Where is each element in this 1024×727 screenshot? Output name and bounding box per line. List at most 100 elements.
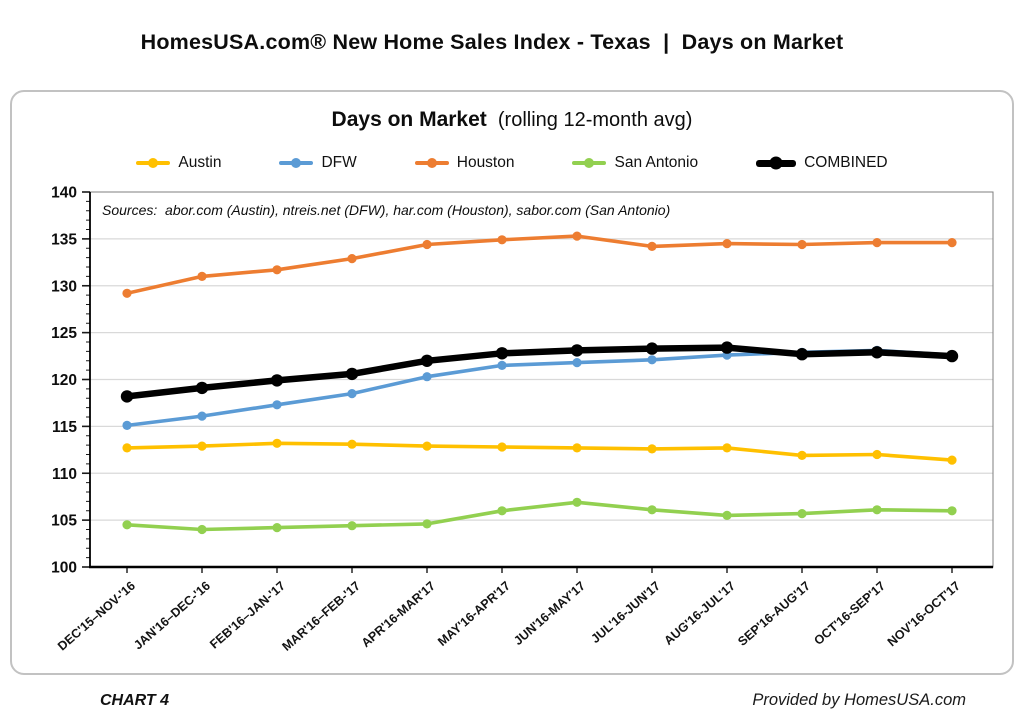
page-title: HomesUSA.com® New Home Sales Index - Tex… [140, 30, 844, 54]
data-point-dfw [422, 372, 432, 382]
chart-title-main: Days on Market [331, 108, 487, 131]
data-point-austin [497, 442, 507, 452]
days-on-market-line-chart: 100 105 110 115 120 125 130 135 140 DEC'15–NOV-'1… [51, 185, 994, 654]
data-point-dfw [347, 389, 357, 399]
x-tick-label: SEP'16-AUG'17 [735, 579, 813, 649]
y-tick-label: 110 [52, 466, 77, 483]
data-point-san-antonio [272, 523, 282, 533]
data-point-combined [270, 374, 284, 387]
data-point-houston [872, 238, 882, 248]
data-point-houston [722, 239, 732, 249]
series-austin [122, 438, 957, 465]
data-point-san-antonio [647, 505, 657, 515]
legend-marker-austin [136, 158, 171, 168]
data-point-houston [422, 239, 432, 250]
data-point-austin [197, 441, 207, 451]
data-point-austin [572, 443, 582, 453]
chart-legend: Austin DFW Houston San Antonio COMBINED [12, 154, 1012, 172]
series-combined [120, 341, 959, 403]
sources-note: Sources: abor.com (Austin), ntreis.net (… [102, 202, 670, 218]
data-point-combined [420, 354, 434, 367]
data-point-combined [495, 347, 509, 360]
data-point-austin [122, 443, 132, 453]
legend-marker-dot-san-antonio [584, 158, 595, 168]
series-houston [122, 231, 957, 298]
data-point-houston [272, 265, 282, 275]
data-point-austin [347, 439, 357, 449]
data-point-combined [720, 341, 734, 354]
y-tick-label: 115 [52, 419, 77, 436]
data-point-dfw [572, 358, 582, 368]
x-tick-label: FEB'16–JAN-'17 [207, 579, 288, 652]
data-point-austin [797, 450, 807, 460]
x-tick-label: JAN'16–DEC-'16 [131, 579, 213, 653]
legend-label-combined: COMBINED [804, 154, 888, 171]
data-point-austin [722, 443, 732, 453]
data-point-san-antonio [122, 520, 132, 530]
data-point-san-antonio [722, 510, 732, 520]
data-point-dfw [497, 360, 507, 370]
data-point-austin [872, 449, 882, 460]
data-point-houston [347, 254, 357, 264]
chart-title: Days on Market (rolling 12-month avg) [12, 108, 1012, 132]
data-point-dfw [197, 411, 207, 421]
data-point-combined [120, 390, 134, 403]
legend-label-houston: Houston [456, 154, 515, 171]
data-point-combined [870, 346, 884, 359]
series-dfw [122, 345, 957, 430]
data-point-combined [645, 342, 659, 355]
data-point-houston [497, 235, 507, 245]
chart-card: Days on Market (rolling 12-month avg) Au… [10, 90, 1014, 675]
legend-marker-dot-combined [769, 156, 783, 170]
legend-item-houston[interactable]: Houston [414, 154, 515, 172]
y-tick-label: 135 [51, 231, 77, 248]
data-point-dfw [647, 355, 657, 365]
x-tick-label: MAR'16–FEB-'17 [280, 579, 363, 654]
x-tick-label: NOV'16-OCT'17 [885, 579, 963, 650]
x-tick-label: JUL'16-JUN'17 [588, 579, 663, 646]
legend-item-dfw[interactable]: DFW [279, 154, 357, 172]
data-point-san-antonio [497, 506, 507, 516]
chart-number-label: CHART 4 [100, 692, 170, 709]
y-tick-label: 100 [51, 560, 77, 577]
y-tick-label: 120 [51, 372, 77, 389]
legend-label-dfw: DFW [321, 154, 357, 171]
data-point-san-antonio [572, 497, 582, 507]
data-point-combined [345, 367, 359, 381]
series-san-antonio [122, 497, 957, 535]
x-tick-label: JUN'16-MAY'17 [511, 579, 588, 648]
data-point-austin [647, 444, 657, 454]
legend-label-san-antonio: San Antonio [614, 154, 699, 171]
legend-marker-houston [414, 158, 449, 168]
legend-item-austin[interactable]: Austin [136, 154, 221, 172]
legend-marker-combined [756, 156, 797, 170]
legend-label-austin: Austin [178, 154, 222, 171]
data-point-austin [422, 441, 432, 451]
data-point-combined [945, 349, 959, 363]
legend-item-san-antonio[interactable]: San Antonio [572, 154, 698, 172]
x-axis: DEC'15–NOV-'16JAN'16–DEC-'16FEB'16–JAN-'… [55, 567, 963, 654]
data-point-austin [272, 438, 282, 448]
x-tick-label: MAY'16-APR'17 [435, 579, 513, 649]
y-tick-label: 140 [51, 185, 77, 202]
data-point-houston [797, 239, 807, 250]
data-point-houston [122, 288, 132, 298]
x-tick-label: DEC'15–NOV-'16 [55, 579, 138, 654]
data-point-combined [795, 348, 809, 361]
data-point-san-antonio [197, 524, 207, 535]
data-point-houston [647, 241, 657, 251]
data-point-dfw [122, 420, 132, 430]
legend-marker-dot-houston [426, 158, 437, 168]
data-point-san-antonio [872, 505, 882, 515]
x-tick-label: OCT'16-SEP'17 [811, 579, 888, 648]
legend-marker-dot-austin [148, 158, 159, 168]
data-point-austin [947, 455, 957, 465]
chart-title-sub: (rolling 12-month avg) [486, 109, 693, 131]
data-point-san-antonio [347, 521, 357, 531]
data-point-combined [195, 381, 209, 395]
data-point-houston [947, 238, 957, 248]
data-point-houston [197, 271, 207, 281]
legend-item-combined[interactable]: COMBINED [756, 154, 888, 172]
data-point-san-antonio [797, 509, 807, 519]
y-tick-label: 105 [51, 513, 77, 530]
